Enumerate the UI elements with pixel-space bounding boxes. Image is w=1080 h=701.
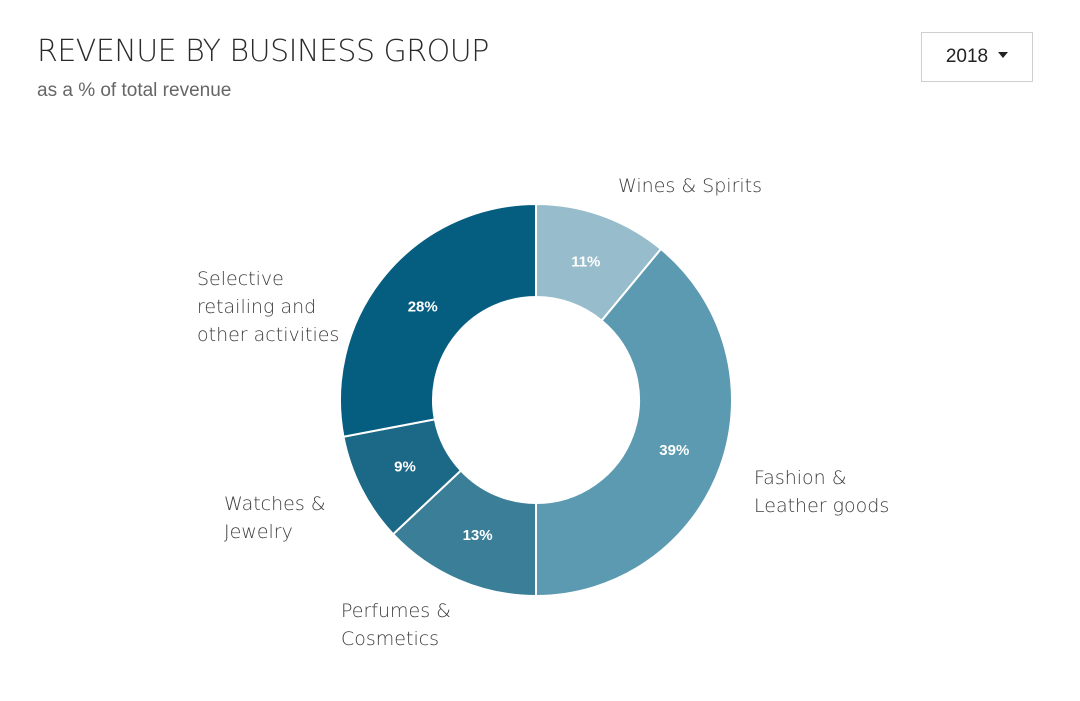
segment-value-label: 9%: [394, 459, 416, 476]
category-label-line: Wines & Spirits: [618, 175, 762, 197]
category-label-line: Jewelry: [224, 521, 293, 543]
category-label-line: Watches &: [224, 493, 326, 515]
chart-title: REVENUE BY BUSINESS GROUP: [37, 34, 489, 69]
chart-subtitle: as a % of total revenue: [37, 80, 232, 101]
category-label-line: Leather goods: [754, 495, 889, 517]
year-dropdown-value: 2018: [945, 46, 989, 67]
category-label-line: other activities: [197, 324, 339, 346]
category-label-line: retailing and: [197, 296, 316, 318]
category-label-line: Fashion &: [754, 467, 847, 489]
category-label: Fashion & Leather goods: [754, 467, 889, 517]
category-label-line: Cosmetics: [341, 628, 439, 650]
category-label: Watches & Jewelry: [224, 493, 326, 543]
segment-value-label: 13%: [463, 527, 493, 544]
donut-segment[interactable]: [535, 247, 733, 598]
segment-value-label: 11%: [571, 254, 600, 271]
caret-down-icon: [998, 52, 1009, 58]
category-label: Selective retailing and other activities: [197, 268, 339, 346]
category-label: Wines & Spirits: [618, 175, 762, 197]
segment-value-label: 39%: [659, 442, 689, 459]
category-label: Perfumes & Cosmetics: [341, 600, 451, 650]
category-label-line: Selective: [197, 268, 284, 290]
donut-segment[interactable]: [339, 202, 537, 438]
category-label-line: Perfumes &: [341, 600, 451, 622]
year-dropdown[interactable]: 2018: [921, 32, 1033, 82]
segment-value-label: 28%: [408, 298, 438, 315]
